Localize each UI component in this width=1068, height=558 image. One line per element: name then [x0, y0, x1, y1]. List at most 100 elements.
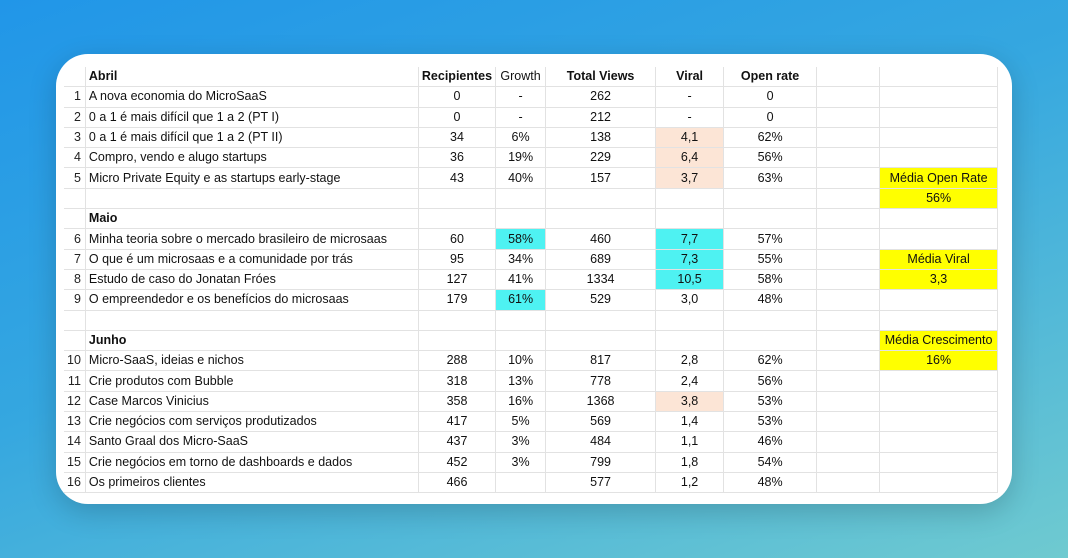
open-rate-cell[interactable]: 62% — [723, 126, 818, 149]
open-rate-cell[interactable]: 48% — [723, 471, 818, 494]
post-title-cell[interactable]: Santo Graal dos Micro-SaaS — [84, 431, 419, 453]
empty-cell[interactable] — [879, 390, 999, 413]
open-rate-cell[interactable]: 48% — [723, 289, 818, 311]
total-views-cell[interactable]: 212 — [545, 106, 657, 128]
empty-cell[interactable] — [816, 228, 881, 250]
empty-cell[interactable] — [723, 187, 818, 210]
growth-cell[interactable]: 5% — [495, 411, 547, 433]
open-rate-cell[interactable]: 53% — [723, 411, 818, 433]
empty-cell[interactable] — [655, 309, 725, 331]
post-title-cell[interactable]: 0 a 1 é mais difícil que 1 a 2 (PT II) — [84, 126, 419, 149]
row-number-cell[interactable]: 7 — [64, 248, 86, 270]
header-abril[interactable]: Abril — [84, 67, 419, 88]
empty-cell[interactable] — [879, 126, 999, 149]
recipients-cell[interactable]: 34 — [417, 126, 497, 149]
row-number-cell[interactable]: 5 — [64, 167, 86, 189]
growth-cell[interactable]: 41% — [495, 268, 547, 291]
viral-cell[interactable]: 4,1 — [655, 126, 725, 149]
header-growth[interactable]: Growth — [495, 67, 547, 88]
empty-cell[interactable] — [816, 126, 881, 149]
row-number-cell[interactable]: 2 — [64, 106, 86, 128]
summary-cell[interactable]: 16% — [879, 350, 999, 372]
growth-cell[interactable]: 13% — [495, 370, 547, 392]
total-views-cell[interactable]: 778 — [545, 370, 657, 392]
summary-cell[interactable]: 56% — [879, 187, 999, 210]
empty-cell[interactable] — [655, 329, 725, 352]
growth-cell[interactable]: 10% — [495, 350, 547, 372]
summary-cell[interactable]: Média Viral — [879, 248, 999, 270]
growth-cell[interactable] — [495, 471, 547, 494]
header-open-rate[interactable]: Open rate — [723, 67, 818, 88]
post-title-cell[interactable]: Os primeiros clientes — [84, 471, 419, 494]
section-header-maio[interactable]: Maio — [84, 208, 419, 230]
row-number-cell[interactable]: 12 — [64, 390, 86, 413]
empty-cell[interactable] — [816, 147, 881, 169]
summary-cell[interactable]: 3,3 — [879, 268, 999, 291]
empty-cell[interactable] — [879, 431, 999, 453]
empty-cell[interactable] — [816, 370, 881, 392]
empty-cell[interactable] — [64, 309, 86, 331]
growth-cell[interactable]: 19% — [495, 147, 547, 169]
open-rate-cell[interactable]: 62% — [723, 350, 818, 372]
header-recipients[interactable]: Recipientes — [417, 67, 497, 88]
recipients-cell[interactable]: 0 — [417, 86, 497, 108]
empty-cell[interactable] — [495, 187, 547, 210]
header-viral[interactable]: Viral — [655, 67, 725, 88]
row-number-cell[interactable]: 4 — [64, 147, 86, 169]
recipients-cell[interactable]: 60 — [417, 228, 497, 250]
open-rate-cell[interactable]: 57% — [723, 228, 818, 250]
empty-cell[interactable] — [723, 329, 818, 352]
empty-cell[interactable] — [816, 86, 881, 108]
empty-cell[interactable] — [417, 208, 497, 230]
recipients-cell[interactable]: 358 — [417, 390, 497, 413]
growth-cell[interactable]: 61% — [495, 289, 547, 311]
post-title-cell[interactable]: Estudo de caso do Jonatan Fróes — [84, 268, 419, 291]
total-views-cell[interactable]: 529 — [545, 289, 657, 311]
open-rate-cell[interactable]: 54% — [723, 451, 818, 473]
empty-cell[interactable] — [816, 268, 881, 291]
empty-cell[interactable] — [816, 187, 881, 210]
row-number-cell[interactable]: 6 — [64, 228, 86, 250]
total-views-cell[interactable]: 1368 — [545, 390, 657, 413]
total-views-cell[interactable]: 157 — [545, 167, 657, 189]
total-views-cell[interactable]: 484 — [545, 431, 657, 453]
empty-cell[interactable] — [816, 309, 881, 331]
recipients-cell[interactable]: 95 — [417, 248, 497, 270]
empty-cell[interactable] — [816, 329, 881, 352]
growth-cell[interactable]: 58% — [495, 228, 547, 250]
header-total-views[interactable]: Total Views — [545, 67, 657, 88]
growth-cell[interactable]: - — [495, 106, 547, 128]
growth-cell[interactable]: - — [495, 86, 547, 108]
summary-cell[interactable]: Média Open Rate — [879, 167, 999, 189]
recipients-cell[interactable]: 179 — [417, 289, 497, 311]
viral-cell[interactable]: 2,8 — [655, 350, 725, 372]
summary-cell[interactable]: Média Crescimento — [879, 329, 999, 352]
recipients-cell[interactable]: 288 — [417, 350, 497, 372]
post-title-cell[interactable]: O empreendedor e os benefícios do micros… — [84, 289, 419, 311]
row-number-cell[interactable]: 13 — [64, 411, 86, 433]
viral-cell[interactable]: 3,0 — [655, 289, 725, 311]
post-title-cell[interactable]: Micro-SaaS, ideias e nichos — [84, 350, 419, 372]
open-rate-cell[interactable]: 55% — [723, 248, 818, 270]
viral-cell[interactable]: 1,8 — [655, 451, 725, 473]
recipients-cell[interactable]: 318 — [417, 370, 497, 392]
recipients-cell[interactable]: 0 — [417, 106, 497, 128]
recipients-cell[interactable]: 43 — [417, 167, 497, 189]
total-views-cell[interactable]: 577 — [545, 471, 657, 494]
empty-cell[interactable] — [417, 329, 497, 352]
viral-cell[interactable]: 1,4 — [655, 411, 725, 433]
empty-cell[interactable] — [816, 411, 881, 433]
empty-cell[interactable] — [879, 471, 999, 494]
empty-cell[interactable] — [64, 187, 86, 210]
growth-cell[interactable]: 3% — [495, 431, 547, 453]
empty-cell[interactable] — [879, 147, 999, 169]
empty-cell[interactable] — [545, 329, 657, 352]
empty-cell[interactable] — [816, 67, 881, 88]
post-title-cell[interactable]: O que é um microsaas e a comunidade por … — [84, 248, 419, 270]
row-number-cell[interactable]: 15 — [64, 451, 86, 473]
post-title-cell[interactable]: Crie negócios em torno de dashboards e d… — [84, 451, 419, 473]
empty-cell[interactable] — [723, 309, 818, 331]
row-number-cell[interactable] — [64, 208, 86, 230]
empty-cell[interactable] — [879, 451, 999, 473]
open-rate-cell[interactable]: 58% — [723, 268, 818, 291]
